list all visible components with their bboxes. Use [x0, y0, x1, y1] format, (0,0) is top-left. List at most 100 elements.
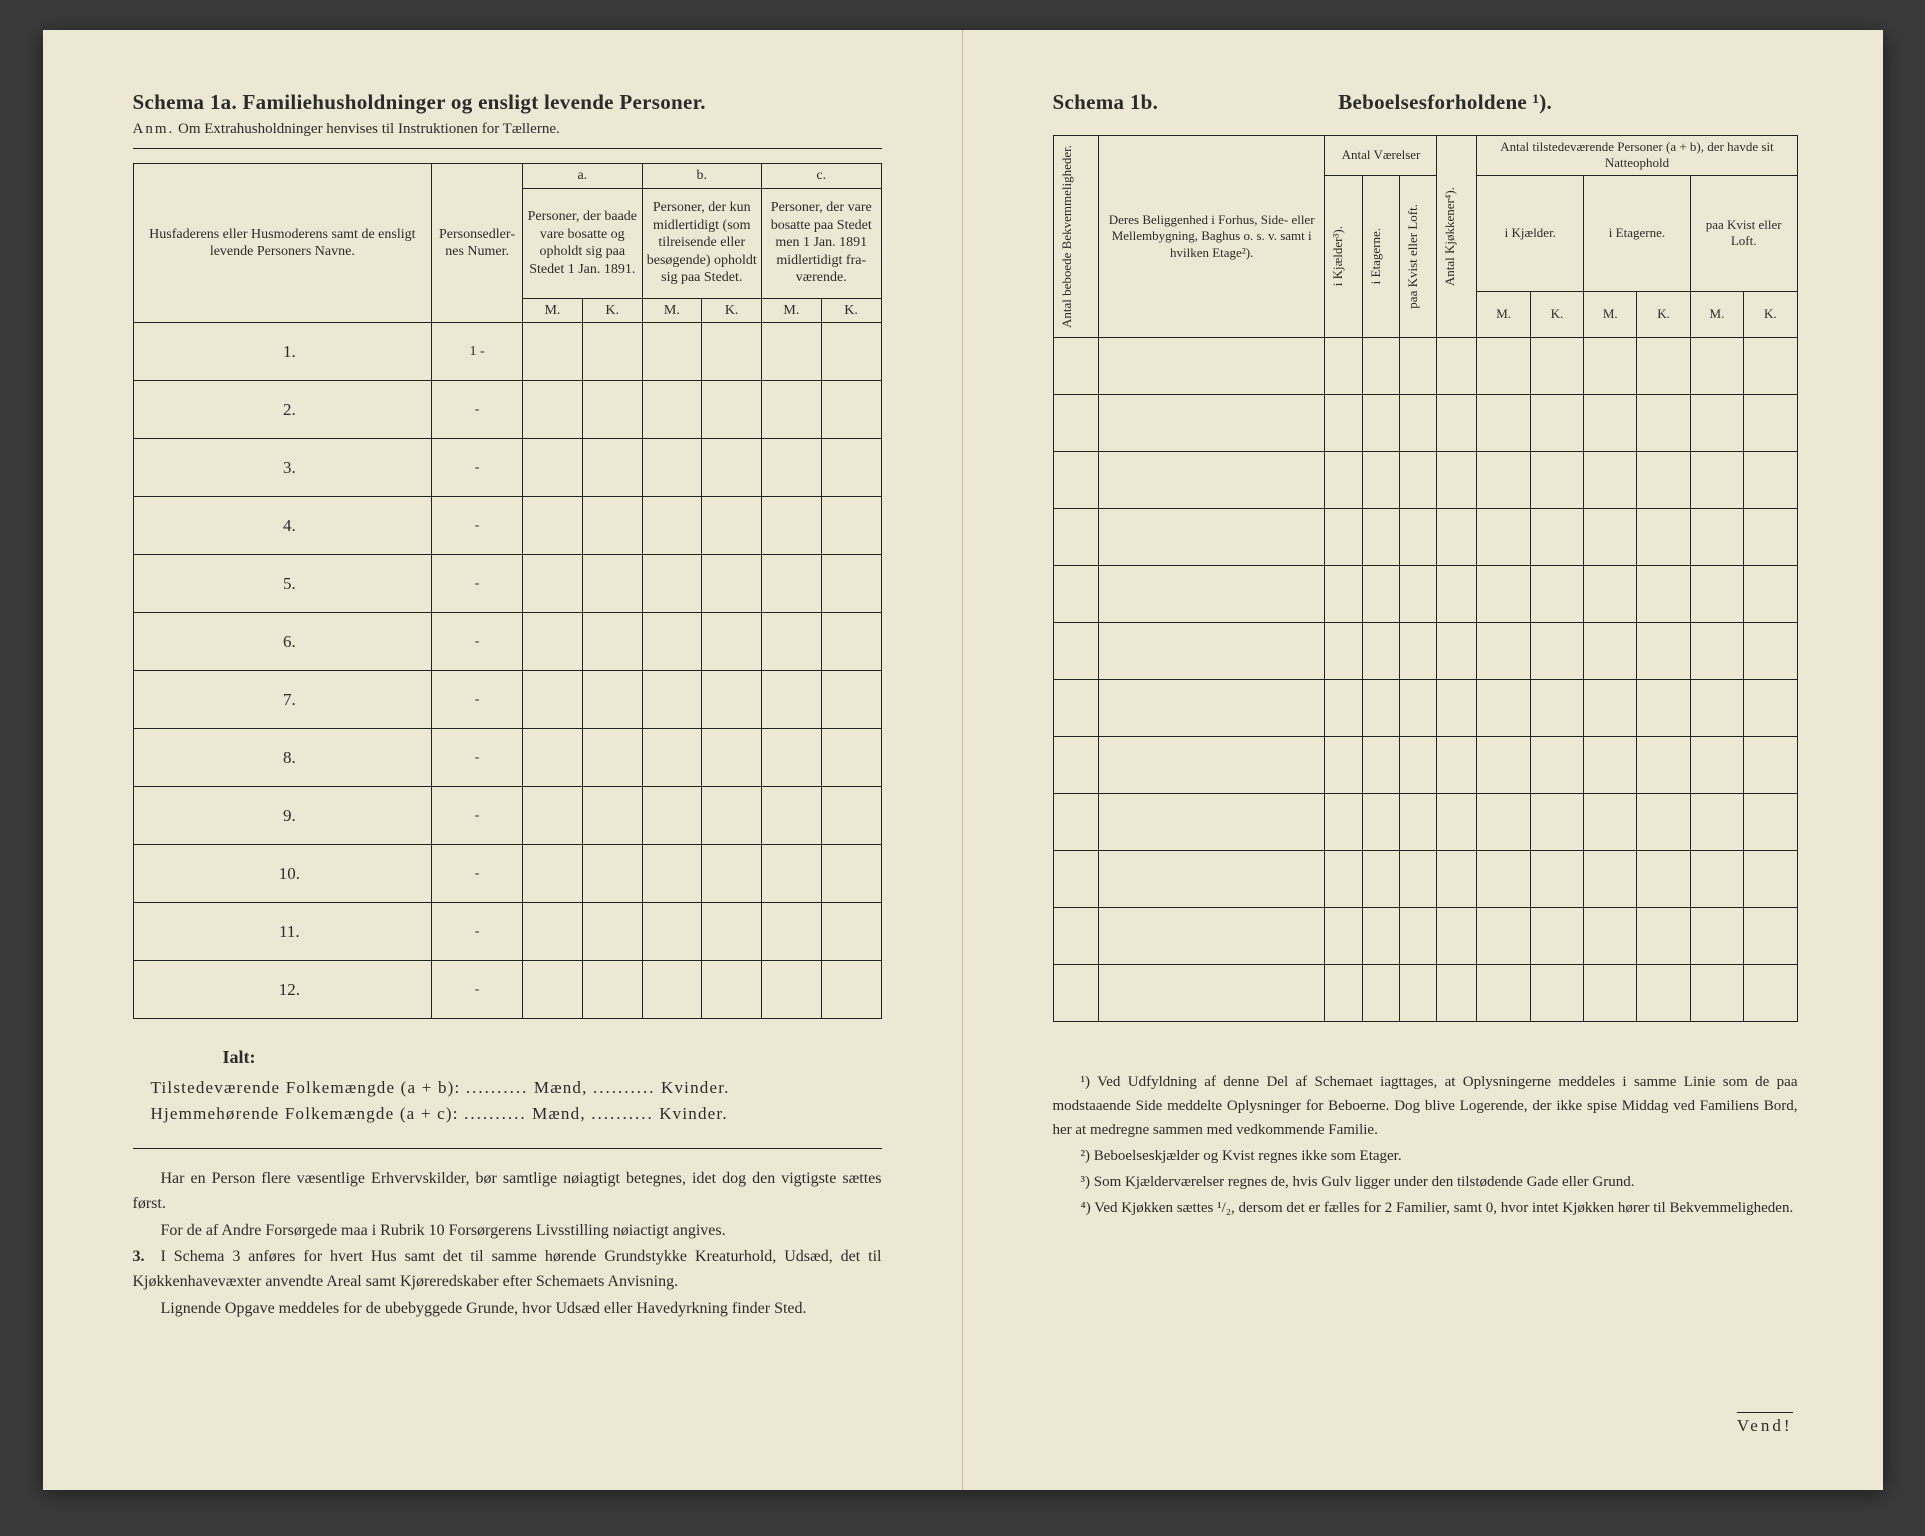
note-p2: For de af Andre Forsørgede maa i Rubrik … [133, 1219, 882, 1244]
cell [523, 671, 583, 729]
table-row: 3.- [133, 439, 881, 497]
cell [1437, 794, 1477, 851]
divider [133, 148, 882, 149]
th-k: K. [702, 298, 762, 323]
cell [1477, 395, 1530, 452]
cell [523, 613, 583, 671]
cell [1584, 965, 1637, 1022]
th-a-label: a. [523, 164, 642, 189]
table-row: 6.- [133, 613, 881, 671]
cell [702, 439, 762, 497]
th-m: M. [1477, 292, 1530, 338]
cell [523, 439, 583, 497]
cell [702, 961, 762, 1019]
cell [1744, 338, 1797, 395]
table-row: 7.- [133, 671, 881, 729]
row-mark: - [432, 671, 523, 729]
cell [1400, 908, 1437, 965]
cell [762, 323, 822, 381]
th-m: M. [642, 298, 702, 323]
cell [1637, 965, 1690, 1022]
table-row [1053, 338, 1797, 395]
cell [1584, 566, 1637, 623]
th-k: K. [1637, 292, 1690, 338]
cell [523, 845, 583, 903]
cell [762, 381, 822, 439]
table-row [1053, 623, 1797, 680]
cell [1477, 509, 1530, 566]
cell [1477, 452, 1530, 509]
row-number: 5. [133, 555, 432, 613]
th-b-label: b. [642, 164, 761, 189]
cell [1362, 566, 1399, 623]
total-line-2: Hjemmehørende Folkemængde (a + c): .....… [133, 1104, 882, 1124]
cell [702, 555, 762, 613]
row-number: 8. [133, 729, 432, 787]
cell [1744, 680, 1797, 737]
cell [1053, 680, 1098, 737]
cell [1637, 680, 1690, 737]
cell [1098, 908, 1325, 965]
cell [1400, 566, 1437, 623]
cell [523, 729, 583, 787]
separator [133, 1148, 882, 1149]
cell [821, 439, 881, 497]
note-p3: 3. I Schema 3 anføres for hvert Hus samt… [133, 1245, 882, 1295]
cell [1053, 965, 1098, 1022]
cell [1584, 737, 1637, 794]
cell [821, 729, 881, 787]
cell [1362, 794, 1399, 851]
cell [1477, 965, 1530, 1022]
cell [582, 845, 642, 903]
cell [1053, 794, 1098, 851]
row-mark: - [432, 903, 523, 961]
cell [1584, 851, 1637, 908]
cell [1325, 566, 1362, 623]
cell [1530, 908, 1583, 965]
cell [1744, 566, 1797, 623]
cell [1400, 851, 1437, 908]
cell [1400, 395, 1437, 452]
note-p1: Har en Person flere væsentlige Erhvervsk… [133, 1167, 882, 1217]
cell [762, 903, 822, 961]
cell [1098, 794, 1325, 851]
cell [642, 729, 702, 787]
total-line-1: Tilstedeværende Folkemængde (a + b): ...… [133, 1078, 882, 1098]
cell [642, 903, 702, 961]
table-row: 10.- [133, 845, 881, 903]
cell [1530, 737, 1583, 794]
cell [1400, 737, 1437, 794]
cell [1098, 395, 1325, 452]
cell [1584, 338, 1637, 395]
table-row: 5.- [133, 555, 881, 613]
table-row [1053, 737, 1797, 794]
th-vet: i Etagerne. [1362, 175, 1399, 338]
th-m: M. [762, 298, 822, 323]
th-vkj: i Kjælder³). [1325, 175, 1362, 338]
th-b-text: Personer, der kun midler­tidigt (som til… [642, 188, 761, 298]
cell [1744, 851, 1797, 908]
th-k: K. [1530, 292, 1583, 338]
cell [1584, 680, 1637, 737]
cell [1098, 452, 1325, 509]
table-row: 12.- [133, 961, 881, 1019]
cell [1690, 851, 1743, 908]
cell [642, 439, 702, 497]
row-mark: - [432, 381, 523, 439]
row-mark: - [432, 613, 523, 671]
row-number: 10. [133, 845, 432, 903]
cell [1637, 851, 1690, 908]
cell [1400, 680, 1437, 737]
cell [582, 323, 642, 381]
cell [821, 555, 881, 613]
row-number: 6. [133, 613, 432, 671]
cell [1053, 566, 1098, 623]
right-title-row: Schema 1b. Beboelsesforholdene ¹). [1053, 90, 1798, 115]
cell [762, 787, 822, 845]
cell [1098, 566, 1325, 623]
left-notes: Har en Person flere væsentlige Erhvervsk… [133, 1167, 882, 1322]
table-row: 4.- [133, 497, 881, 555]
row-number: 1. [133, 323, 432, 381]
table-row [1053, 395, 1797, 452]
row-mark: - [432, 497, 523, 555]
